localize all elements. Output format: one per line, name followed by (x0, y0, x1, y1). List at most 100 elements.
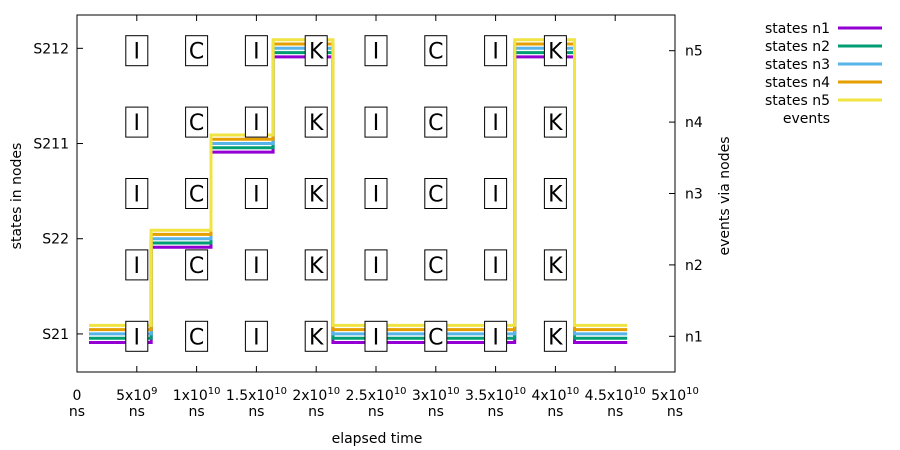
event-letter: C (189, 40, 204, 65)
y-axis-left-title: states in nodes (9, 143, 25, 250)
event-marker: K (543, 249, 567, 281)
event-marker: K (304, 320, 328, 352)
event-box (304, 320, 328, 352)
event-marker: I (484, 249, 508, 281)
x-tick-label: 3.5x1010 (465, 386, 526, 404)
event-letter: I (134, 111, 141, 136)
event-box (484, 178, 508, 209)
event-marker: K (304, 178, 328, 209)
event-box (125, 249, 149, 281)
x-tick-label: 3x1010 (412, 386, 460, 404)
event-letter: C (428, 325, 443, 350)
frame-and-ticks-layer (76, 14, 676, 373)
event-marker: C (185, 249, 209, 281)
event-marker: C (185, 178, 209, 209)
event-box (244, 320, 268, 352)
x-tick-unit: ns (189, 404, 205, 420)
event-marker: I (125, 106, 149, 138)
event-marker: K (304, 106, 328, 138)
event-marker: I (244, 178, 268, 209)
event-box (484, 320, 508, 352)
event-marker: C (424, 106, 448, 138)
y-axis-right-title: events via nodes (717, 136, 733, 255)
event-letter: I (134, 325, 141, 350)
event-box (185, 249, 209, 281)
y-right-tick-label: n1 (685, 329, 703, 345)
event-letter: I (373, 40, 380, 65)
event-letter: I (373, 325, 380, 350)
event-box (125, 320, 149, 352)
event-marker: K (543, 320, 567, 352)
event-box (543, 178, 567, 209)
event-marker: I (364, 178, 388, 209)
x-tick-label: 4x1010 (532, 386, 580, 404)
event-letter: C (189, 183, 204, 208)
event-box (543, 106, 567, 138)
event-marker: K (543, 178, 567, 209)
event-box (484, 106, 508, 138)
event-letter: I (492, 254, 499, 279)
event-box (244, 106, 268, 138)
event-box (484, 35, 508, 67)
event-box (304, 35, 328, 67)
y-left-tick-label: S211 (33, 137, 69, 153)
legend-label: states n5 (765, 93, 830, 109)
x-tick-unit: ns (308, 404, 324, 420)
event-box (543, 249, 567, 281)
event-marker: I (364, 35, 388, 67)
event-letter: K (309, 254, 324, 279)
event-letter: I (492, 183, 499, 208)
event-box (543, 35, 567, 67)
event-marker: I (484, 106, 508, 138)
x-axis-title: elapsed time (332, 431, 423, 447)
event-marker: I (244, 249, 268, 281)
event-marker: I (125, 35, 149, 67)
event-letter: K (548, 183, 563, 208)
event-letter: I (253, 325, 260, 350)
event-box (185, 178, 209, 209)
event-letter: K (548, 111, 563, 136)
event-marker: I (484, 35, 508, 67)
event-letter: I (134, 183, 141, 208)
x-tick-unit: ns (547, 404, 563, 420)
event-box (484, 249, 508, 281)
event-marker: I (125, 249, 149, 281)
x-tick-unit: ns (667, 404, 683, 420)
event-marker: I (125, 178, 149, 209)
x-tick-unit: ns (488, 404, 504, 420)
event-letter: I (134, 40, 141, 65)
event-letter: I (253, 40, 260, 65)
x-tick-label: 4.5x1010 (585, 386, 646, 404)
event-box (364, 35, 388, 67)
event-box (244, 35, 268, 67)
event-marker: C (185, 35, 209, 67)
event-letter: I (492, 325, 499, 350)
event-box (424, 320, 448, 352)
event-marker: I (364, 320, 388, 352)
event-letter: C (189, 111, 204, 136)
event-marker: I (125, 320, 149, 352)
event-letter: I (253, 183, 260, 208)
x-tick-label: 2x1010 (292, 386, 340, 404)
legend-label-events: events (783, 111, 830, 127)
event-marker: C (185, 106, 209, 138)
legend-label: states n2 (765, 39, 830, 55)
event-letter: C (428, 254, 443, 279)
x-tick-label: 1.5x1010 (226, 386, 287, 404)
event-marker: K (304, 35, 328, 67)
y-right-tick-label: n4 (685, 115, 703, 131)
event-box (364, 106, 388, 138)
event-box (304, 249, 328, 281)
legend-label: states n3 (765, 57, 830, 73)
x-tick-unit: ns (428, 404, 444, 420)
event-box (364, 178, 388, 209)
y-left-tick-label: S21 (42, 327, 69, 343)
event-marker: K (543, 106, 567, 138)
event-marker: I (364, 106, 388, 138)
x-tick-label: 1x1010 (173, 386, 221, 404)
event-letter: C (428, 183, 443, 208)
event-box (304, 106, 328, 138)
event-letter: I (373, 111, 380, 136)
event-letter: C (189, 254, 204, 279)
